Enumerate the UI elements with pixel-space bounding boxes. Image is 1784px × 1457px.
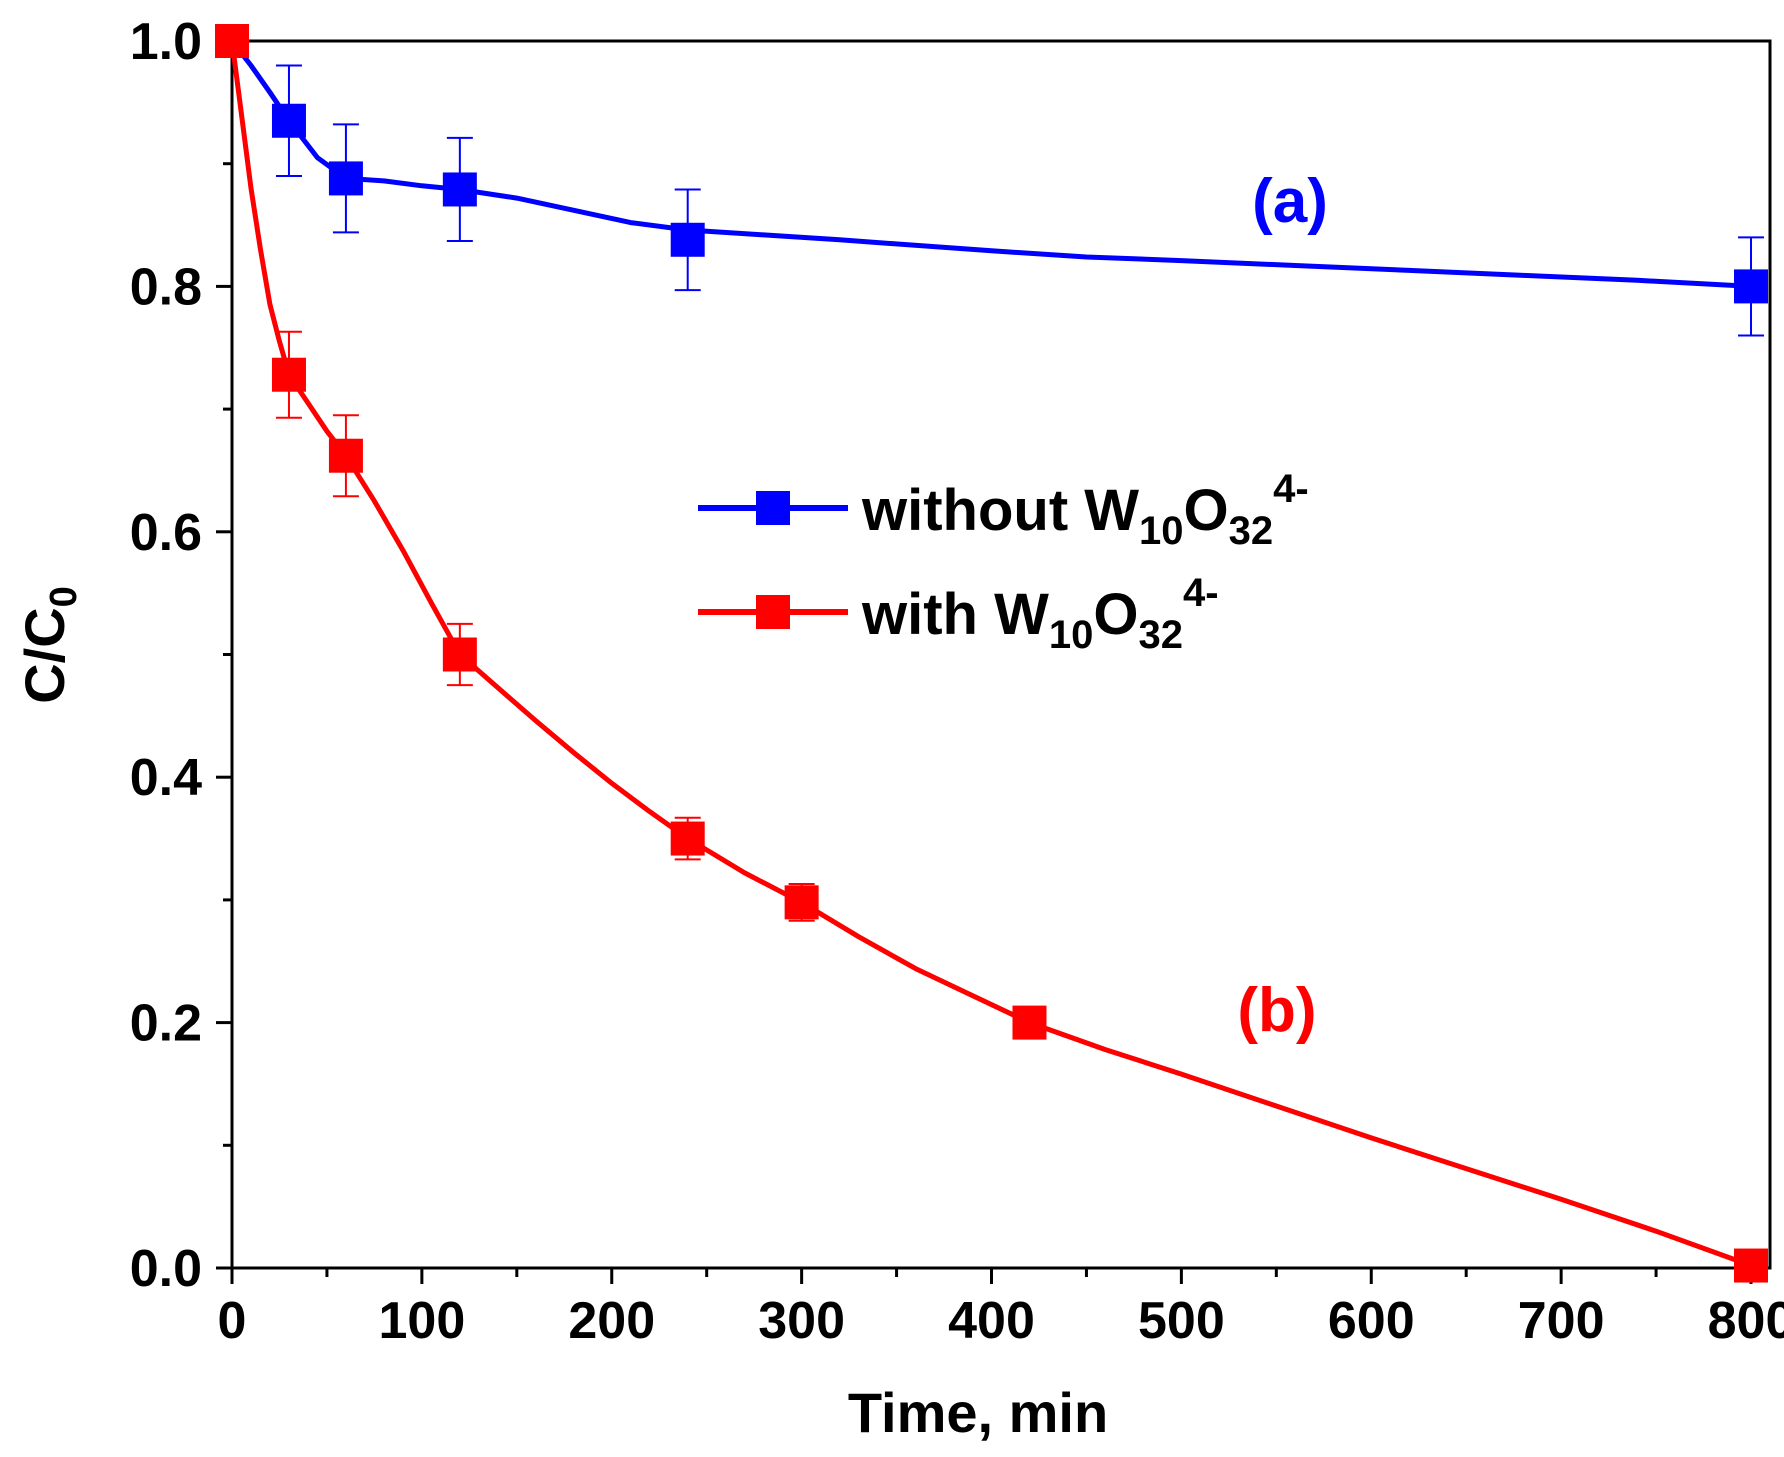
series-line xyxy=(230,39,1752,289)
data-point xyxy=(215,24,249,58)
legend-subscript: 10 xyxy=(1139,509,1184,553)
data-point xyxy=(1734,269,1769,304)
legend-label: without W10O324- xyxy=(861,467,1309,553)
y-tick-label: 0.4 xyxy=(130,749,202,807)
legend-label-mid: O xyxy=(1093,582,1138,647)
data-point xyxy=(328,438,363,473)
data-point xyxy=(670,222,705,257)
x-tick-label: 700 xyxy=(1518,1292,1605,1350)
x-tick-label: 800 xyxy=(1708,1292,1784,1350)
y-axis-ticks: 0.0 0.2 0.4 0.6 0.8 1.0 xyxy=(130,13,232,1298)
legend-superscript: 4- xyxy=(1273,467,1309,511)
legend-label-main: with W xyxy=(861,582,1049,647)
x-tick-label: 500 xyxy=(1138,1292,1225,1350)
data-point xyxy=(1734,1248,1769,1283)
y-tick-label: 0.6 xyxy=(130,504,202,562)
legend: without W10O324-with W10O324- xyxy=(698,467,1309,657)
legend-subscript: 10 xyxy=(1049,613,1094,657)
annotation-b: (b) xyxy=(1237,976,1316,1045)
legend-label-mid: O xyxy=(1184,478,1229,543)
data-point xyxy=(784,885,819,920)
series-b xyxy=(215,24,1769,1283)
legend-item: with W10O324- xyxy=(698,571,1219,657)
data-point xyxy=(328,161,363,196)
data-point xyxy=(442,172,477,207)
data-point xyxy=(1012,1005,1047,1040)
y-tick-label: 1.0 xyxy=(130,13,202,71)
annotations: (a) (b) xyxy=(1237,167,1327,1045)
y-axis-label-subscript: 0 xyxy=(43,586,85,607)
data-point xyxy=(271,103,306,138)
legend-subscript: 32 xyxy=(1229,509,1274,553)
data-point xyxy=(271,357,306,392)
y-tick-label: 0.8 xyxy=(130,258,202,316)
x-tick-label: 200 xyxy=(568,1292,655,1350)
x-axis-label: Time, min xyxy=(848,1381,1108,1444)
y-axis-label-main: C/C xyxy=(13,607,76,703)
data-point xyxy=(442,637,477,672)
legend-subscript: 32 xyxy=(1138,613,1183,657)
legend-label-main: without W xyxy=(861,478,1139,543)
x-axis-ticks: 0 100 200 300 400 500 600 700 800 xyxy=(218,1268,1784,1350)
y-tick-label: 0.2 xyxy=(130,995,202,1053)
x-tick-label: 100 xyxy=(378,1292,465,1350)
legend-label: with W10O324- xyxy=(861,571,1219,657)
x-tick-label: 600 xyxy=(1328,1292,1415,1350)
legend-item: without W10O324- xyxy=(698,467,1309,553)
y-tick-label: 0.0 xyxy=(130,1240,202,1298)
x-tick-label: 400 xyxy=(948,1292,1035,1350)
annotation-a: (a) xyxy=(1252,167,1328,236)
data-point xyxy=(670,821,705,856)
legend-marker xyxy=(756,595,790,629)
x-tick-label: 300 xyxy=(758,1292,845,1350)
x-tick-label: 0 xyxy=(218,1292,247,1350)
y-axis-label: C/C0 xyxy=(13,586,85,704)
legend-superscript: 4- xyxy=(1183,571,1219,615)
series-layer xyxy=(215,24,1769,1283)
legend-marker xyxy=(756,491,790,525)
